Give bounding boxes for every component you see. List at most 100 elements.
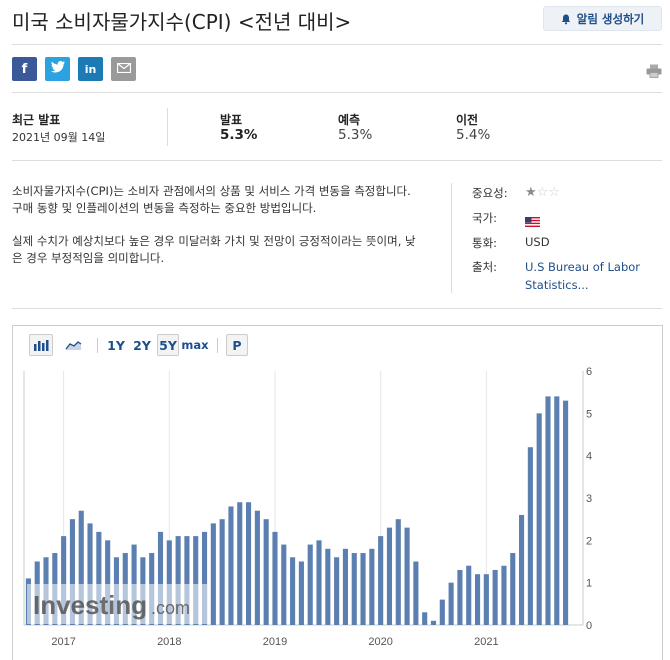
bar[interactable] — [254, 510, 260, 625]
bar[interactable] — [263, 519, 269, 625]
linkedin-share-button[interactable]: in — [78, 57, 103, 81]
bar[interactable] — [281, 544, 287, 625]
importance-stars: ★☆☆ — [525, 185, 560, 200]
bar[interactable] — [536, 413, 542, 625]
bar[interactable] — [386, 527, 393, 625]
bar[interactable] — [369, 548, 375, 625]
bar[interactable] — [554, 396, 560, 625]
previous-value: 5.4% — [456, 127, 491, 143]
bar[interactable] — [307, 544, 313, 625]
divider — [12, 308, 662, 309]
bar[interactable] — [246, 502, 252, 625]
x-tick-label: 2020 — [368, 636, 392, 648]
bar[interactable] — [69, 519, 75, 625]
p-button[interactable]: P — [226, 334, 248, 356]
bar[interactable] — [272, 531, 278, 625]
bar[interactable] — [298, 561, 304, 626]
bar[interactable] — [228, 506, 234, 625]
bar-chart-button[interactable] — [29, 334, 53, 356]
description-paragraph-1: 소비자물가지수(CPI)는 소비자 관점에서의 상품 및 서비스 가격 변동을 … — [12, 184, 411, 215]
facebook-icon: f — [21, 61, 28, 77]
bar[interactable] — [316, 540, 322, 625]
bar[interactable] — [492, 569, 498, 625]
bar[interactable] — [404, 527, 410, 625]
bar[interactable] — [78, 510, 84, 625]
toolbar-separator — [217, 338, 218, 353]
previous-label: 이전 — [456, 113, 479, 127]
bar[interactable] — [457, 569, 463, 625]
star-filled-icon: ★ — [525, 185, 537, 200]
bar[interactable] — [422, 612, 428, 625]
source-link-line-2: Statistics... — [525, 278, 589, 292]
bar[interactable] — [342, 548, 348, 625]
y-tick-label: 1 — [586, 578, 592, 590]
bar[interactable] — [166, 540, 172, 625]
facebook-share-button[interactable]: f — [12, 57, 37, 81]
chart-panel: 1Y 2Y 5Y max P Investing .com 0 1 2 3 4 5 6 2017 2… — [12, 325, 663, 660]
bar[interactable] — [193, 536, 199, 625]
area-chart-button[interactable] — [61, 334, 85, 356]
us-flag-icon — [525, 212, 540, 227]
create-alert-label: 알림 생성하기 — [576, 11, 645, 26]
bar[interactable] — [184, 536, 190, 625]
y-tick-label: 4 — [586, 451, 592, 463]
range-1y-button[interactable]: 1Y — [107, 337, 125, 353]
bar[interactable] — [501, 565, 507, 625]
country-label: 국가: — [472, 211, 498, 225]
bar[interactable] — [545, 396, 551, 625]
bar[interactable] — [360, 553, 366, 625]
bar[interactable] — [430, 620, 437, 625]
bar[interactable] — [483, 574, 489, 625]
y-tick-label: 6 — [586, 366, 592, 378]
divider — [451, 183, 452, 293]
twitter-share-button[interactable] — [45, 57, 70, 81]
bar[interactable] — [175, 536, 181, 625]
importance-label: 중요성: — [472, 186, 508, 200]
bar[interactable] — [210, 523, 216, 625]
bar[interactable] — [527, 447, 533, 625]
source-link[interactable]: U.S Bureau of Labor Statistics... — [525, 258, 640, 294]
bar[interactable] — [439, 599, 445, 625]
bar[interactable] — [413, 561, 419, 626]
x-tick-label: 2017 — [51, 636, 75, 648]
bar[interactable] — [96, 531, 102, 625]
divider — [12, 92, 662, 93]
bar[interactable] — [237, 502, 243, 625]
forecast-label: 예측 — [338, 113, 361, 127]
x-tick-label: 2019 — [263, 636, 287, 648]
bar[interactable] — [510, 553, 516, 625]
bar[interactable] — [351, 553, 357, 625]
range-2y-button[interactable]: 2Y — [133, 337, 151, 353]
y-tick-label: 5 — [586, 408, 592, 420]
mail-icon — [116, 62, 131, 77]
investing-watermark: Investing .com — [27, 584, 207, 624]
bar[interactable] — [87, 523, 93, 625]
bar[interactable] — [325, 548, 331, 625]
email-share-button[interactable] — [111, 57, 136, 81]
star-empty-icon: ☆ — [548, 185, 560, 200]
bar[interactable] — [466, 565, 472, 625]
linkedin-icon: in — [84, 62, 97, 76]
bar[interactable] — [474, 574, 481, 625]
bar[interactable] — [201, 531, 208, 625]
bell-icon — [561, 14, 571, 24]
bar[interactable] — [448, 582, 454, 625]
bar[interactable] — [61, 536, 67, 625]
bar[interactable] — [157, 531, 164, 625]
bar[interactable] — [334, 557, 340, 625]
print-icon[interactable] — [646, 63, 662, 78]
actual-label: 발표 — [220, 113, 243, 127]
bar[interactable] — [219, 519, 225, 625]
description-paragraph-2: 실제 수치가 예상치보다 높은 경우 미달러화 가치 및 전망이 긍정적이라는 … — [12, 234, 416, 265]
range-5y-button[interactable]: 5Y — [157, 334, 179, 356]
create-alert-button[interactable]: 알림 생성하기 — [543, 6, 662, 31]
y-tick-label: 3 — [586, 493, 592, 505]
bar[interactable] — [378, 536, 384, 625]
divider — [12, 44, 662, 45]
bar[interactable] — [290, 557, 296, 625]
range-max-button[interactable]: max — [181, 338, 209, 352]
bar[interactable] — [563, 400, 569, 625]
bar[interactable] — [519, 514, 525, 625]
bar[interactable] — [105, 540, 111, 625]
bar[interactable] — [395, 519, 401, 625]
